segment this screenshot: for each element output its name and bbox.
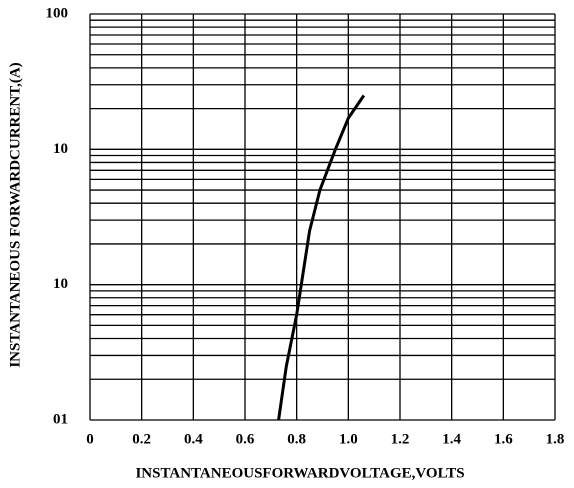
- x-tick-label: 0.4: [184, 431, 203, 447]
- x-axis-label: INSTANTANEOUSFORWARDVOLTAGE,VOLTS: [135, 465, 464, 481]
- x-tick-label: 0.2: [132, 431, 151, 447]
- y-tick-label: 100: [46, 5, 69, 21]
- x-tick-label: 1.2: [391, 431, 410, 447]
- x-tick-label: 1.0: [339, 431, 358, 447]
- x-tick-label: 0.6: [236, 431, 255, 447]
- y-axis-label: INSTANTANEOUS FORWARDCURRENT,(A): [7, 62, 23, 367]
- y-tick-label: 10: [53, 141, 68, 157]
- x-tick-label: 1.6: [494, 431, 513, 447]
- x-tick-label: 0.8: [287, 431, 306, 447]
- y-tick-label: 10: [53, 276, 68, 292]
- series-line: [277, 94, 366, 421]
- x-tick-label: 0: [86, 431, 94, 447]
- x-tick-label: 1.8: [546, 431, 565, 447]
- x-tick-label: 1.4: [442, 431, 461, 447]
- y-tick-label: 01: [53, 411, 68, 427]
